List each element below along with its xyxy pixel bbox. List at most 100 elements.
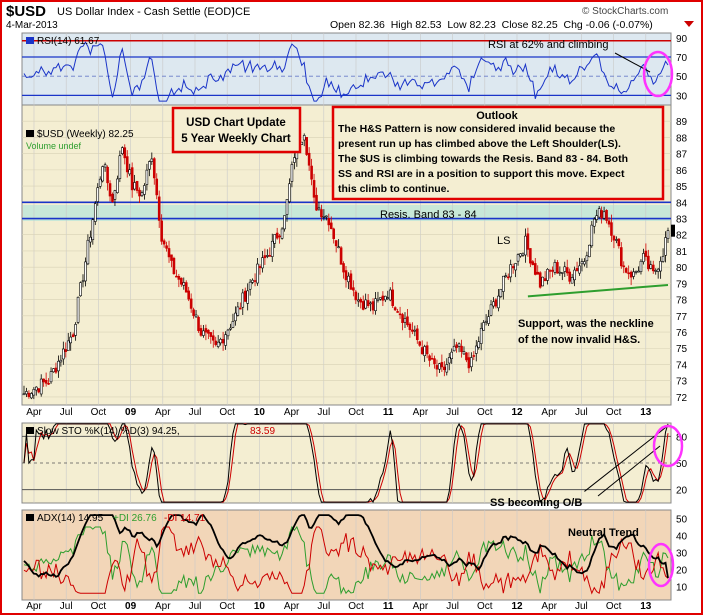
candle-body-220: [563, 266, 567, 272]
candle-body-58: [165, 245, 168, 249]
adx-label-mdi: -DI 14.71: [164, 513, 206, 524]
candle-body-86: [234, 312, 237, 322]
candle-body-79: [216, 341, 220, 347]
candle-body-120: [317, 207, 321, 210]
adx-label-pdi: +DI 26.76: [113, 513, 157, 524]
rsi-line: [23, 41, 669, 102]
rsi-tick-2: 50: [676, 72, 688, 83]
price-tick-3: 86: [676, 166, 688, 177]
candle-body-116: [307, 152, 311, 166]
outlook-box: [331, 105, 665, 201]
x-label-7-1: 10: [254, 601, 266, 612]
candle-body-122: [322, 216, 326, 218]
candle-body-202: [519, 253, 522, 257]
candle-body-184: [474, 345, 478, 354]
candle-body-259: [659, 260, 662, 272]
candle-body-93: [251, 279, 254, 283]
candle-body-143: [374, 298, 377, 312]
price-legend-icon: [26, 130, 34, 137]
candle-body-246: [627, 272, 630, 275]
candle-body-114: [302, 135, 306, 141]
price-tick-4: 85: [676, 182, 688, 193]
candle-body-232: [592, 218, 596, 227]
candle-body-244: [622, 265, 626, 268]
adx-tick-1: 40: [676, 531, 688, 542]
candle-body-177: [457, 343, 461, 347]
candle-body-151: [393, 307, 397, 311]
candle-body-41: [123, 147, 127, 159]
x-label-9-0: Jul: [317, 407, 330, 418]
candle-body-150: [391, 289, 395, 306]
candle-body-127: [334, 240, 338, 247]
candle-body-117: [310, 165, 313, 180]
price-tick-17: 72: [676, 393, 688, 404]
sto-tick-1: 50: [676, 459, 688, 470]
candle-body-135: [354, 291, 358, 301]
candle-body-101: [270, 240, 274, 257]
candle-body-66: [184, 282, 188, 293]
candle-body-99: [266, 255, 269, 257]
candle-body-215: [551, 269, 554, 272]
price-label: $USD (Weekly) 82.25: [37, 129, 134, 140]
rsi-tick-3: 30: [676, 91, 688, 102]
adx-tick-3: 20: [676, 565, 688, 576]
candle-body-96: [258, 266, 262, 269]
candle-body-139: [364, 299, 367, 309]
minus-di-line: [23, 526, 669, 595]
outlook-line-5: this climb to continue.: [338, 183, 450, 195]
x-label-3-0: 09: [125, 407, 137, 418]
price-last-tag: [671, 224, 675, 237]
candle-body-102: [273, 234, 277, 244]
candle-body-105: [280, 228, 284, 239]
x-label-19-0: 13: [640, 407, 652, 418]
sto-tick-2: 20: [676, 486, 688, 497]
candle-body-234: [597, 208, 601, 218]
candle-body-123: [325, 215, 328, 218]
sto-k-line: [23, 422, 669, 504]
candle-body-235: [600, 210, 603, 219]
x-label-10-0: Oct: [348, 407, 364, 418]
candle-body-160: [415, 328, 419, 341]
candle-body-154: [401, 314, 404, 323]
candle-body-194: [499, 288, 503, 297]
candle-body-35: [108, 183, 112, 197]
candle-body-188: [484, 320, 488, 323]
candle-body-31: [98, 178, 102, 187]
candle-body-155: [403, 318, 407, 323]
rsi-panel-bg: [21, 32, 672, 106]
candle-body-64: [180, 277, 183, 285]
candle-body-26: [86, 239, 90, 265]
candle-body-211: [541, 276, 544, 287]
candle-body-32: [101, 166, 104, 182]
x-label-6-0: Oct: [219, 407, 235, 418]
candle-body-24: [81, 280, 85, 283]
candle-body-85: [231, 321, 235, 328]
candle-body-4: [32, 388, 36, 396]
price-tick-0: 89: [676, 117, 688, 128]
candle-body-152: [396, 311, 399, 313]
x-label-15-0: 12: [511, 407, 523, 418]
x-label-14-1: Oct: [477, 601, 493, 612]
candle-body-71: [197, 316, 200, 331]
candle-body-207: [531, 261, 535, 266]
candle-body-70: [194, 314, 198, 318]
candle-body-126: [332, 228, 336, 239]
candle-body-92: [248, 281, 252, 290]
candle-body-40: [121, 147, 124, 155]
candle-body-15: [59, 359, 63, 363]
candle-body-1: [25, 391, 28, 395]
candle-body-217: [556, 262, 559, 274]
candle-body-252: [642, 253, 645, 263]
outlook-title: Outlook: [476, 110, 518, 122]
adx-highlight-circle: [647, 542, 675, 588]
chart-brand: © StockCharts.com: [582, 6, 668, 17]
candle-body-137: [359, 298, 363, 303]
outlook-line-3: The $US is climbing towards the Resis. B…: [338, 153, 628, 165]
candle-body-203: [521, 253, 525, 256]
candle-body-23: [79, 282, 82, 297]
adx-panel-bg: [21, 509, 672, 601]
candle-body-159: [413, 329, 417, 332]
candle-body-205: [526, 233, 530, 250]
